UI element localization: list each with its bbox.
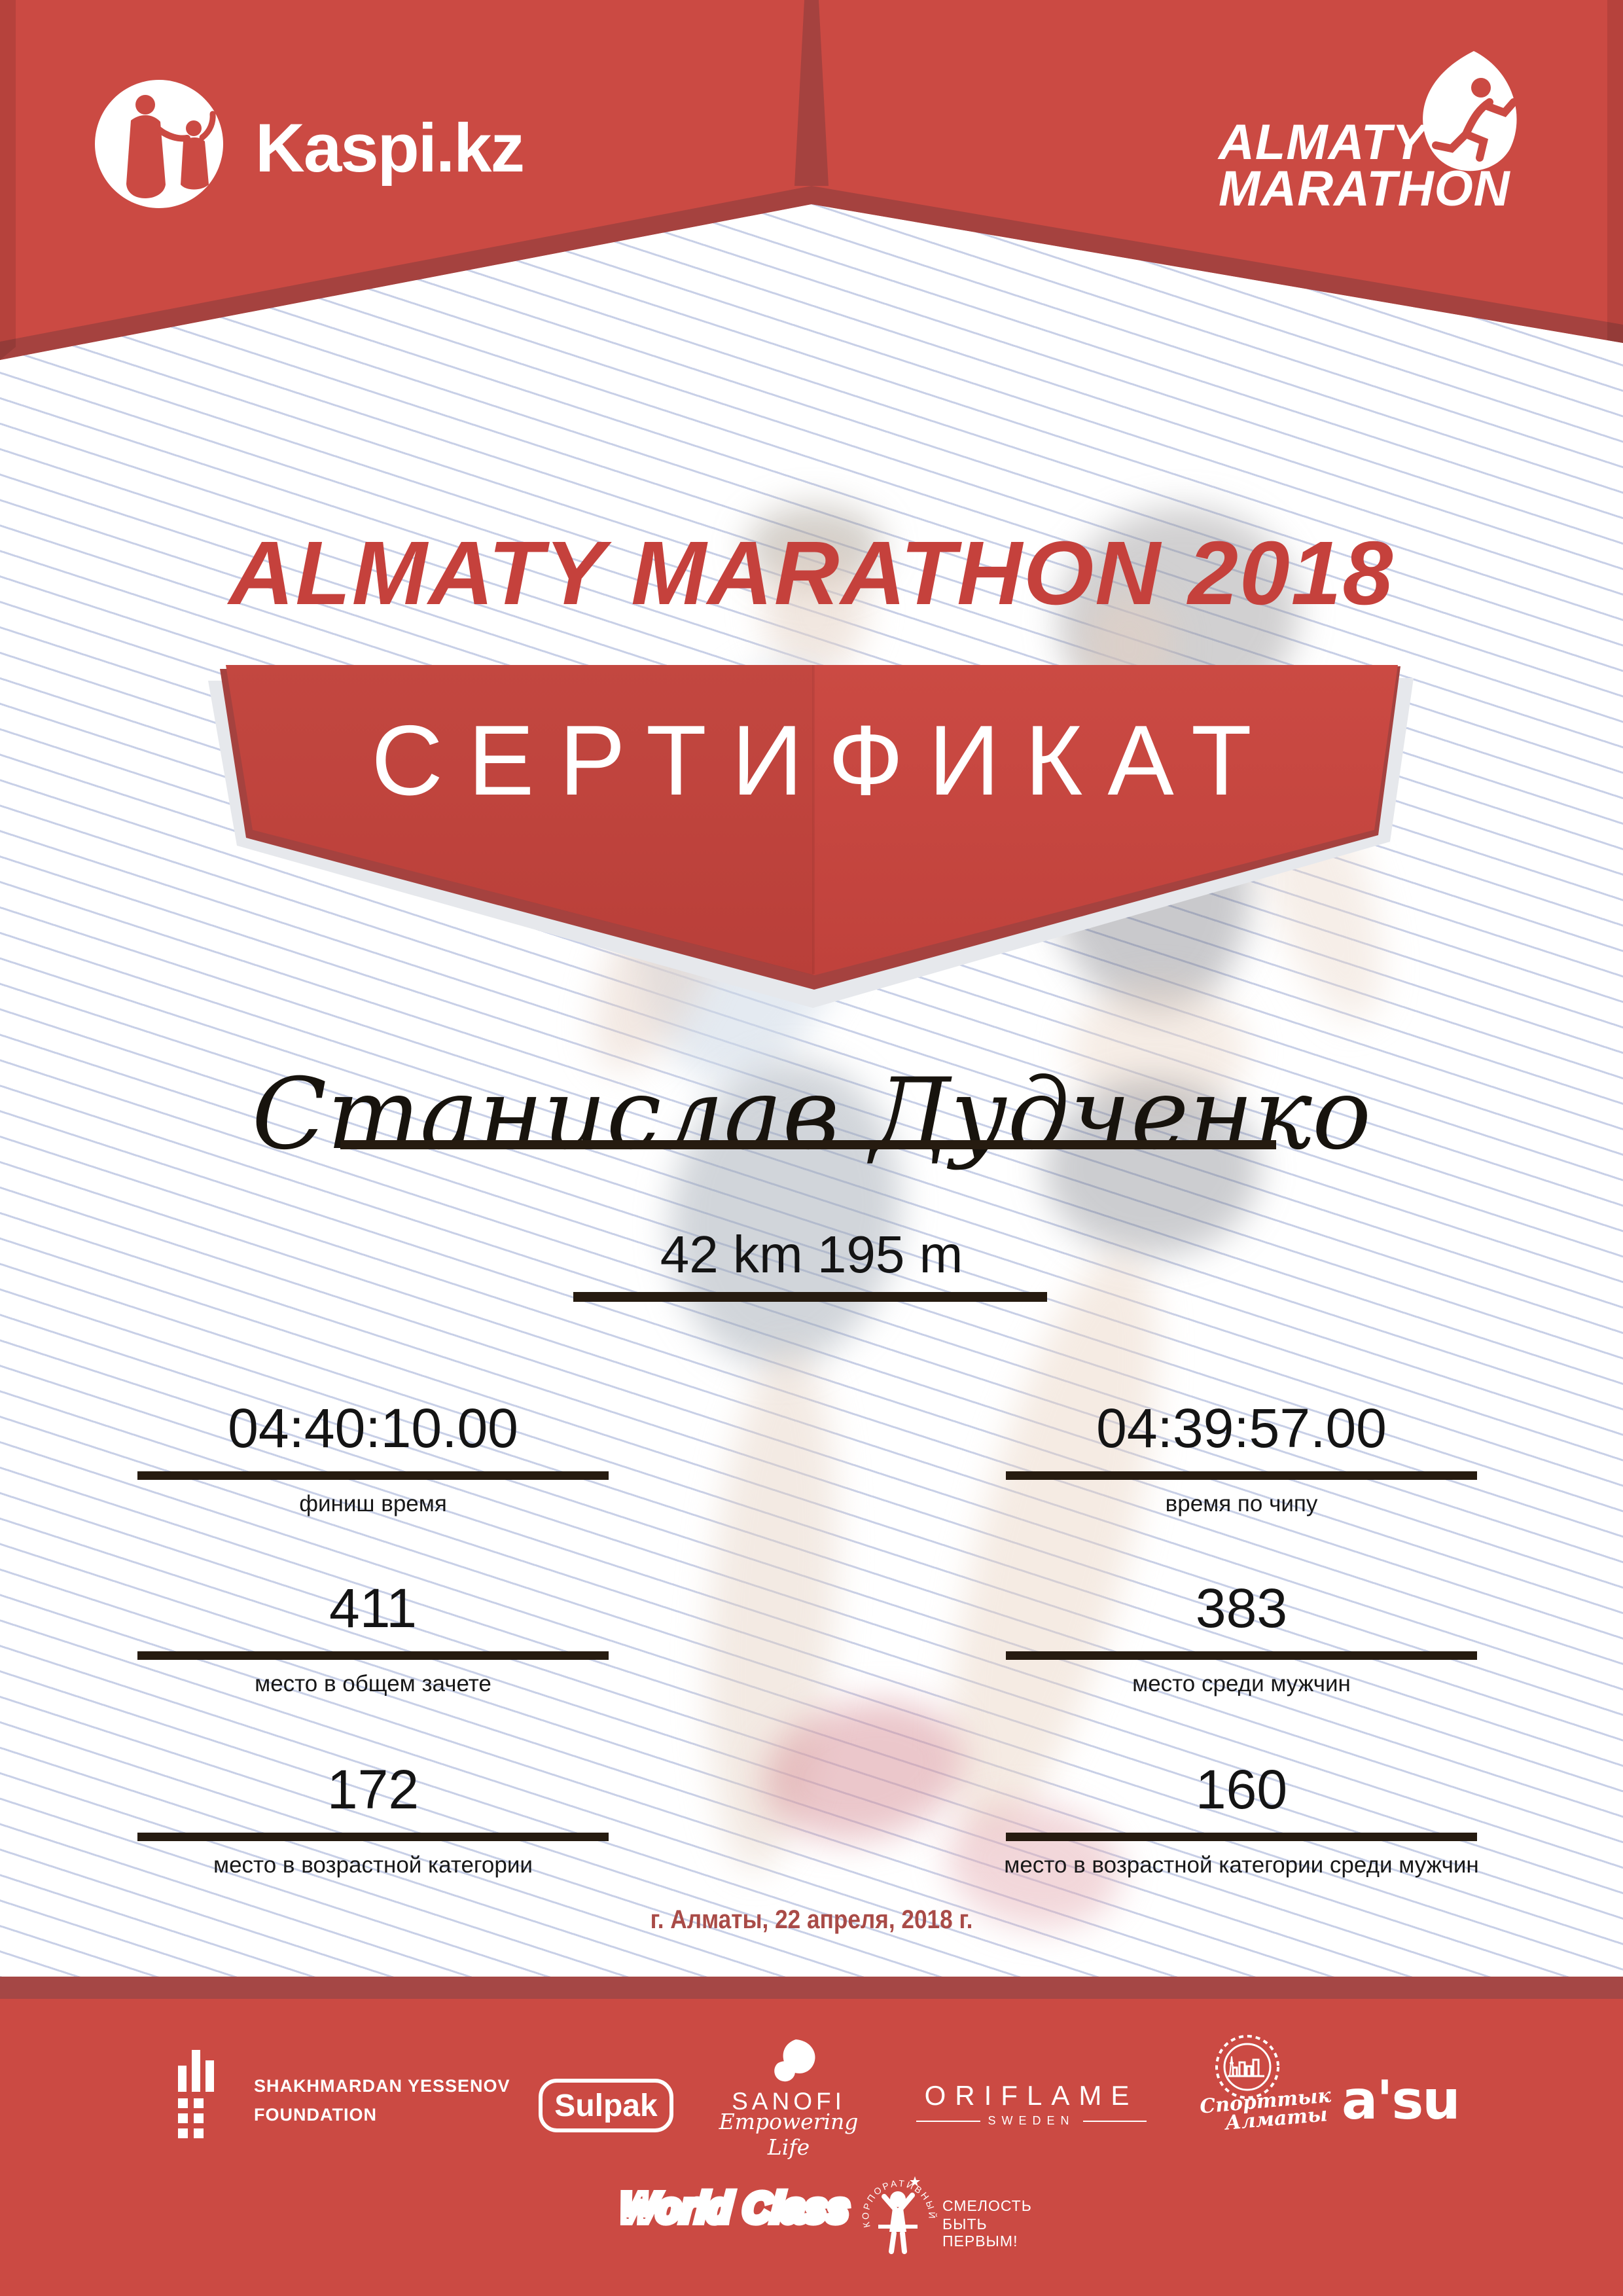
distance-underline	[573, 1292, 1047, 1302]
stat-underline	[137, 1833, 609, 1841]
sponsor-sanofi-text: SANOFI	[732, 2088, 846, 2115]
header-banner	[0, 0, 1623, 360]
stat-label: финиш время	[299, 1491, 447, 1516]
ribbon-face	[226, 665, 1398, 975]
stat-men-place: 383 место среди мужчин	[993, 1579, 1490, 1696]
stat-value: 383	[1195, 1577, 1288, 1639]
stat-underline	[1006, 1471, 1477, 1480]
almaty-marathon-logo-line2: MARATHON	[1219, 161, 1510, 217]
almaty-marathon-logo-icon	[1423, 51, 1518, 171]
sponsor-sulpak-logo: Sulpak	[539, 2079, 673, 2132]
stat-value: 160	[1195, 1759, 1288, 1820]
stat-age-group-men-place: 160 место в возрастной категории среди м…	[993, 1761, 1490, 1878]
stat-finish-time: 04:40:10.00 финиш время	[124, 1399, 622, 1516]
sponsor-sanofi-tagline: Empowering Life	[719, 2109, 859, 2160]
photo-shape	[1044, 1080, 1260, 1257]
almaty-marathon-logo-line1: ALMATY	[1219, 115, 1426, 170]
distance-value: 42 km 195 m	[660, 1225, 963, 1283]
stat-overall-place: 411 место в общем зачете	[124, 1579, 622, 1696]
sponsor-asu-text: a'su	[1342, 2070, 1461, 2132]
header-left-fold	[0, 0, 16, 360]
stat-label: место среди мужчин	[1132, 1671, 1351, 1696]
footer-logo-art: КОРПОРАТИВНЫЙ ФОНД	[0, 1977, 1279, 2254]
sponsor-yessenov-line1: SHAKHMARDAN YESSENOV	[254, 2076, 510, 2096]
stat-value: 411	[329, 1577, 417, 1639]
footer-accent-strip	[0, 1977, 1623, 1999]
certificate-label: СЕРТИФИКАТ	[371, 705, 1277, 816]
date-text: г. Алматы, 22 апреля, 2018 г.	[650, 1905, 973, 1934]
sponsor-yessenov-line2: FOUNDATION	[254, 2105, 377, 2125]
rule-line	[916, 2120, 980, 2122]
stat-underline	[137, 1651, 609, 1660]
stat-chip-time: 04:39:57.00 время по чипу	[993, 1399, 1490, 1516]
yessenov-bars-icon	[178, 2050, 214, 2138]
rule-line	[1082, 2120, 1147, 2122]
star-icon	[910, 2176, 920, 2187]
header-center-crease	[794, 0, 829, 186]
sport-almaty-emblem	[1215, 2035, 1279, 2099]
stat-label: место в возрастной категории	[213, 1852, 533, 1878]
fund-slogan-line2: БЫТЬ	[942, 2215, 988, 2233]
page-title: ALMATY MARATHON 2018	[228, 523, 1395, 624]
header-fold-band	[0, 186, 1623, 360]
stat-age-group-place: 172 место в возрастной категории	[124, 1761, 622, 1878]
stat-value: 04:39:57.00	[1096, 1397, 1387, 1459]
photo-shape	[1070, 982, 1247, 1119]
sponsor-oriflame-country: SWEDEN	[988, 2114, 1075, 2127]
certificate-ribbon	[208, 665, 1414, 1008]
fund-slogan-line1: СМЕЛОСТЬ	[942, 2197, 1032, 2214]
fund-slogan-line3: ПЕРВЫМ!	[942, 2233, 1018, 2250]
date-line: г. Алматы, 22 апреля, 2018 г.	[0, 1906, 1623, 1933]
stat-label: место в возрастной категории среди мужчи…	[1004, 1852, 1479, 1878]
sanofi-bird-icon	[774, 2039, 815, 2082]
stat-label: место в общем зачете	[255, 1671, 491, 1696]
sponsor-world-class-text: World Class	[615, 2181, 854, 2234]
stat-underline	[137, 1471, 609, 1480]
stat-underline	[1006, 1651, 1477, 1660]
name-underline	[340, 1140, 1276, 1149]
stat-value: 04:40:10.00	[228, 1397, 518, 1459]
header-right-fold	[1607, 0, 1623, 343]
stat-label: время по чипу	[1165, 1491, 1318, 1516]
kaspi-logo-text: Kaspi.kz	[255, 110, 525, 187]
kaspi-logo-icon	[95, 80, 223, 208]
stat-value: 172	[327, 1759, 419, 1820]
sponsor-oriflame-sweden: SWEDEN	[916, 2114, 1147, 2128]
photo-shape	[762, 543, 867, 674]
sponsor-sulpak-text: Sulpak	[554, 2088, 658, 2123]
stat-underline	[1006, 1833, 1477, 1841]
sponsor-oriflame-text: ORIFLAME	[924, 2080, 1139, 2111]
